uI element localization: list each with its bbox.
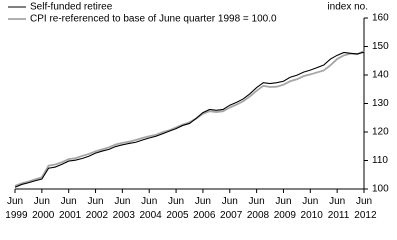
x-tick-label: Jun 1999 (2, 196, 27, 221)
x-tick-label: Jun 2003 (110, 196, 135, 221)
y-tick-label: 160 (372, 13, 389, 24)
x-tick-label: Jun 2000 (29, 196, 54, 221)
y-tick-label: 130 (372, 98, 389, 109)
y-tick-label: 110 (372, 155, 388, 166)
x-tick-label: Jun 2004 (137, 196, 162, 221)
x-tick-label: Jun 2001 (56, 196, 81, 221)
legend-label: CPI re-referenced to base of June quarte… (30, 14, 277, 25)
y-axis-label: index no. (327, 2, 368, 13)
series-line (14, 51, 365, 188)
x-tick-label: Jun 2005 (164, 196, 189, 221)
x-tick-label: Jun 2010 (298, 196, 323, 221)
series-line (14, 50, 365, 187)
x-tick-label: Jun 2012 (351, 196, 376, 221)
x-tick-label: Jun 2006 (190, 196, 215, 221)
y-tick-label: 140 (372, 70, 389, 81)
x-tick-label: Jun 2002 (83, 196, 108, 221)
y-tick-label: 150 (372, 41, 389, 52)
x-tick-label: Jun 2007 (217, 196, 242, 221)
x-tick-label: Jun 2009 (271, 196, 296, 221)
x-tick-label: Jun 2011 (325, 196, 350, 221)
y-tick-label: 100 (372, 184, 389, 195)
x-tick-label: Jun 2008 (244, 196, 269, 221)
y-tick-label: 120 (372, 127, 389, 138)
legend-label: Self-funded retiree (30, 2, 113, 13)
